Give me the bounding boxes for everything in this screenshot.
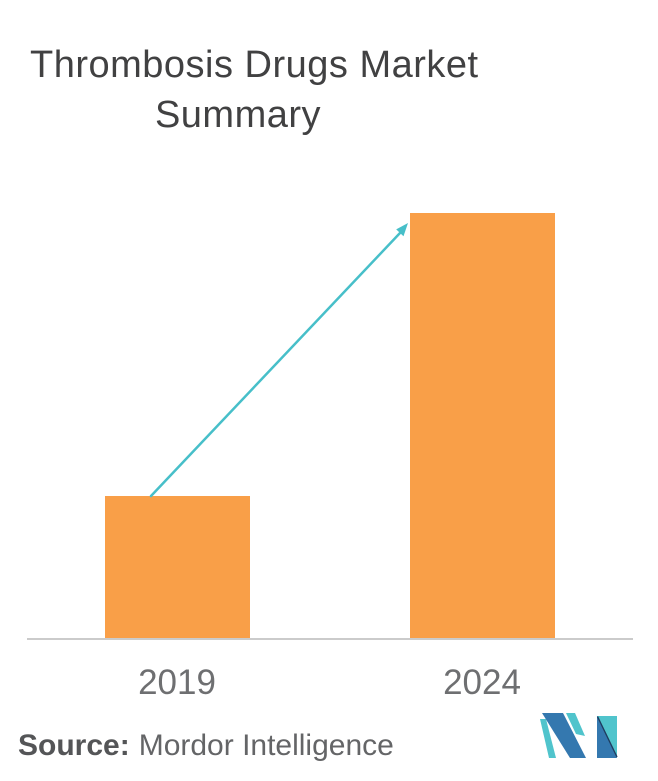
- growth-arrow-line: [149, 231, 402, 498]
- x-tick-2024: 2024: [443, 663, 521, 702]
- source-note: Source: Mordor Intelligence: [18, 729, 394, 763]
- growth-arrow-head: [396, 223, 408, 237]
- chart-title-line2: Summary: [154, 94, 322, 136]
- logo-m-upper-stroke: [566, 713, 585, 736]
- logo-i-diagonal: [596, 716, 618, 758]
- source-label: Source:: [18, 729, 130, 762]
- bar-2024: [410, 213, 555, 638]
- bar-2019: [105, 496, 250, 638]
- mordor-intelligence-logo: [540, 713, 618, 758]
- logo-m-main-stroke: [542, 713, 586, 758]
- chart-title-line1: Thrombosis Drugs Market: [30, 44, 479, 86]
- x-tick-2019: 2019: [138, 663, 216, 702]
- logo-m-left-leg: [540, 719, 556, 758]
- chart-title: Thrombosis Drugs Market Summary: [30, 40, 479, 140]
- source-value: Mordor Intelligence: [138, 729, 394, 762]
- x-axis-line: [27, 638, 633, 640]
